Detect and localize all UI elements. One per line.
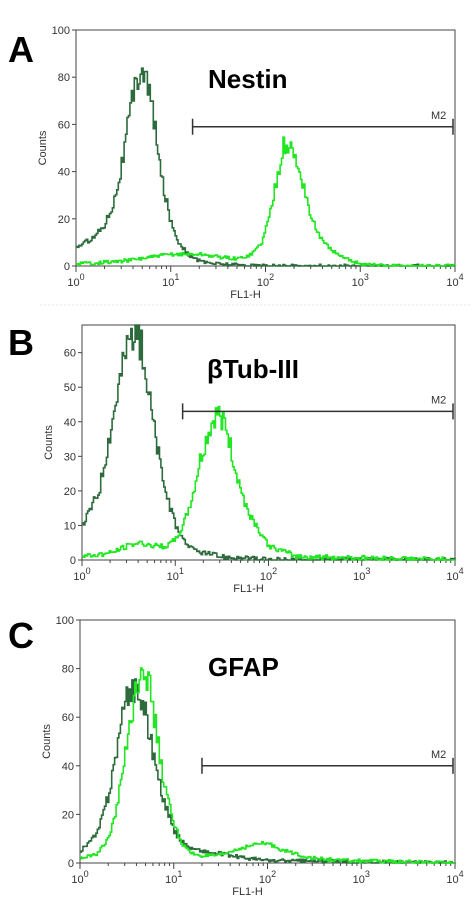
x-axis-title: FL1-H (233, 583, 264, 595)
y-tick-label: 20 (58, 214, 70, 226)
x-axis-title: FL1-H (230, 289, 261, 301)
panel-a: A Nestin 0 20 40 60 80 100 100 101 102 103 104 FL1-H C… (8, 25, 464, 301)
gate-label: M2 (431, 749, 446, 761)
y-tick-label: 40 (58, 167, 70, 179)
x-tick-label: 102 (260, 566, 277, 583)
panel-letter: C (8, 615, 34, 656)
y-tick-label: 100 (52, 25, 70, 37)
y-tick-label: 10 (64, 520, 76, 532)
y-axis-title: Counts (43, 425, 55, 460)
x-tick-label: 103 (352, 272, 369, 289)
y-axis-title: Counts (41, 724, 53, 759)
x-tick-label: 100 (73, 566, 90, 583)
y-tick-label: 20 (64, 486, 76, 498)
x-tick-label: 104 (446, 566, 463, 583)
y-tick-label: 40 (64, 417, 76, 429)
histogram-series-1 (76, 67, 455, 267)
x-tick-label: 101 (167, 566, 184, 583)
x-tick-label: 104 (446, 272, 463, 289)
histogram-series-2 (80, 667, 455, 864)
histogram-series-2 (82, 405, 455, 561)
panel-c: C GFAP 0 20 40 60 80 100 100 101 102 103 104 FL1-H Cou… (8, 615, 464, 898)
marker-title: GFAP (208, 652, 279, 682)
histogram-series-2 (76, 136, 456, 267)
x-tick-label: 102 (259, 869, 276, 886)
y-tick-label: 0 (68, 858, 74, 870)
marker-title: βTub-III (207, 354, 299, 384)
x-tick-label: 101 (162, 272, 179, 289)
panel-letter: B (8, 322, 34, 363)
histogram-series-1 (82, 324, 456, 561)
x-tick-label: 100 (71, 869, 88, 886)
y-tick-label: 100 (56, 615, 74, 627)
y-tick-label: 30 (64, 451, 76, 463)
x-tick-label: 104 (446, 869, 463, 886)
y-tick-label: 80 (62, 664, 74, 676)
y-tick-label: 20 (62, 809, 74, 821)
x-axis-title: FL1-H (232, 886, 263, 898)
y-tick-label: 60 (64, 348, 76, 360)
y-tick-label: 0 (70, 555, 76, 567)
x-tick-label: 102 (257, 272, 274, 289)
y-tick-label: 0 (64, 261, 70, 273)
x-tick-label: 103 (353, 869, 370, 886)
gate-label: M2 (431, 110, 446, 122)
y-tick-label: 60 (62, 712, 74, 724)
panel-letter: A (8, 29, 34, 70)
y-tick-label: 40 (62, 761, 74, 773)
histogram-series-1 (80, 678, 456, 864)
y-axis-title: Counts (37, 130, 49, 165)
marker-title: Nestin (208, 64, 287, 94)
gate-label: M2 (431, 394, 446, 406)
y-tick-label: 80 (58, 72, 70, 84)
x-tick-label: 100 (67, 272, 84, 289)
x-tick-label: 103 (353, 566, 370, 583)
y-tick-label: 60 (58, 119, 70, 131)
x-tick-label: 101 (165, 869, 182, 886)
y-tick-label: 50 (64, 382, 76, 394)
